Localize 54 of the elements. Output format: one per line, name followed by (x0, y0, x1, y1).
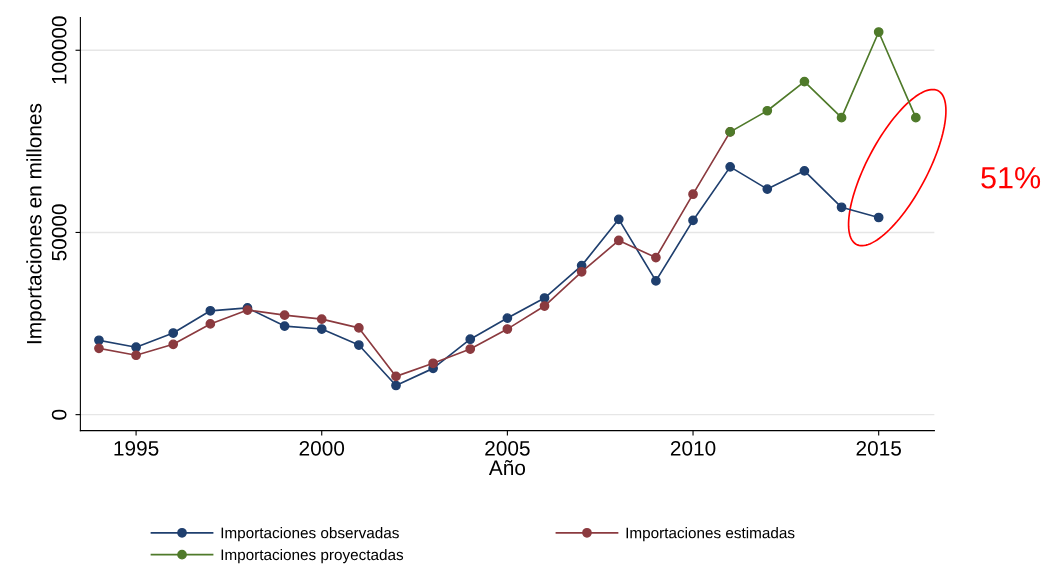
point (502, 313, 513, 323)
y-tick-label: 0 (51, 409, 67, 420)
y-tick-label: 100000 (51, 16, 67, 84)
point (131, 350, 141, 361)
point (873, 27, 884, 37)
y-tick-label: 50000 (51, 204, 67, 261)
point (539, 301, 550, 311)
point (836, 112, 847, 123)
point (205, 305, 216, 316)
y-axis-title: Importaciones en millones (26, 103, 46, 344)
point (799, 76, 810, 87)
point (836, 202, 847, 213)
point (428, 358, 438, 369)
point (168, 339, 179, 350)
point (576, 266, 587, 277)
point (688, 215, 698, 226)
point (799, 166, 810, 176)
point (539, 293, 550, 303)
point (613, 214, 624, 225)
point (131, 342, 141, 353)
point (465, 344, 476, 354)
point (354, 340, 364, 350)
point (725, 161, 736, 172)
point (205, 319, 216, 329)
point (910, 112, 921, 123)
point (168, 328, 179, 338)
point (316, 314, 327, 325)
point (391, 380, 401, 391)
x-tick-label: 2005 (485, 440, 530, 456)
x-axis-title: Año (488, 459, 526, 476)
point (94, 335, 104, 346)
legend-label: Importaciones observadas (221, 527, 399, 542)
point (279, 321, 290, 331)
point (613, 235, 624, 246)
point (279, 310, 290, 321)
x-tick-label: 2010 (670, 440, 716, 456)
x-tick-label: 2015 (856, 440, 901, 456)
x-tick-label: 2000 (299, 440, 345, 456)
point (465, 334, 476, 345)
point (651, 276, 661, 286)
point (354, 323, 364, 333)
legend-label: Importaciones proyectadas (221, 548, 404, 564)
point (94, 343, 104, 354)
x-tick-label: 1995 (114, 440, 159, 456)
point (873, 212, 884, 223)
point (762, 105, 773, 116)
point (651, 252, 661, 263)
point (762, 184, 773, 194)
legend-label: Importaciones estimadas (626, 527, 795, 542)
text: 51% (981, 167, 1041, 189)
point (502, 324, 513, 334)
point (316, 324, 327, 334)
point (391, 371, 401, 382)
point (688, 189, 698, 200)
